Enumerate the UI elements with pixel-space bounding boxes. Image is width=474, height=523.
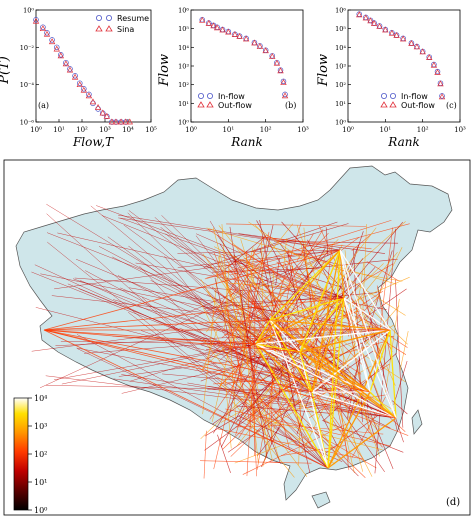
legend-c-outflow-label: Out-flow bbox=[401, 101, 435, 110]
panel-b-tag: (b) bbox=[285, 101, 296, 110]
panel-d: (d) 10⁰ 10¹ 10² 10³ 10⁴ bbox=[4, 160, 470, 515]
panel-b-xtick-label: 10¹ bbox=[222, 126, 234, 134]
panel-c-ytick-label: 10⁵ bbox=[335, 25, 346, 33]
colorbar-tick-label: 10¹ bbox=[34, 478, 47, 487]
panel-d-tag: (d) bbox=[446, 497, 460, 508]
panel-b-ytick-label: 10⁵ bbox=[178, 25, 189, 33]
panel-c-xtick-label: 10⁰ bbox=[342, 126, 354, 134]
panel-b: Flow Rank (b) 10⁰ 10¹ 10² 10³ 10⁰ 10¹ 10² 10³ 10… bbox=[157, 7, 309, 150]
colorbar-tick-label: 10⁴ bbox=[34, 394, 47, 403]
panel-c-ytick-label: 10¹ bbox=[335, 100, 346, 108]
panel-a-ylabel: P(T) bbox=[0, 56, 12, 85]
panel-b-xtick-label: 10² bbox=[260, 126, 272, 134]
panel-a-xtick-label: 10¹ bbox=[53, 126, 65, 134]
legend-c-inflow-label: In-flow bbox=[401, 92, 428, 101]
panel-a-ytick-label: 10⁰ bbox=[23, 7, 34, 15]
panel-a-tag: (a) bbox=[38, 101, 49, 110]
panel-c-xlabel: Rank bbox=[387, 135, 419, 149]
panel-b-ytick-label: 10⁴ bbox=[178, 44, 189, 52]
colorbar-tick-label: 10² bbox=[34, 450, 47, 459]
panel-a-xtick-label: 10⁰ bbox=[30, 126, 42, 134]
panel-a-ytick-label: 10⁻⁴ bbox=[20, 81, 35, 89]
panel-a-xtick-label: 10³ bbox=[99, 126, 111, 134]
panel-a-ytick-label: 10⁻⁶ bbox=[20, 119, 35, 127]
legend-resume-label: Resume bbox=[117, 14, 149, 23]
panel-b-xtick-label: 10³ bbox=[297, 126, 309, 134]
panel-b-ylabel: Flow bbox=[157, 54, 172, 87]
panel-c-ytick-label: 10³ bbox=[335, 63, 346, 71]
panel-b-xlabel: Rank bbox=[230, 135, 262, 149]
legend-outflow-label: Out-flow bbox=[218, 101, 252, 110]
colorbar-gradient bbox=[14, 398, 28, 510]
colorbar-tick-label: 10³ bbox=[34, 422, 47, 431]
panel-a-xtick-label: 10² bbox=[76, 126, 88, 134]
panel-c-xtick-label: 10¹ bbox=[379, 126, 391, 134]
panel-b-xtick-label: 10⁰ bbox=[185, 126, 197, 134]
panel-c-tag: (c) bbox=[446, 101, 457, 110]
panel-b-ytick-label: 10³ bbox=[178, 63, 189, 71]
panel-c-ytick-label: 10⁶ bbox=[335, 7, 346, 15]
legend-sina-label: Sina bbox=[117, 25, 134, 34]
panel-b-ytick-label: 10⁶ bbox=[178, 7, 189, 15]
panel-b-ytick-label: 10² bbox=[178, 81, 189, 89]
panel-c-ytick-label: 10² bbox=[335, 81, 346, 89]
panel-a-xlabel: Flow,T bbox=[72, 135, 114, 149]
panel-c-ytick-label: 10⁴ bbox=[335, 44, 346, 52]
panel-b-ytick-label: 10¹ bbox=[178, 100, 189, 108]
panel-a-xtick-label: 10⁴ bbox=[122, 126, 134, 134]
panel-c-ylabel: Flow bbox=[316, 54, 331, 87]
panel-b-ytick-label: 10⁰ bbox=[178, 119, 189, 127]
panel-c-ytick-label: 10⁰ bbox=[335, 119, 346, 127]
legend-inflow-label: In-flow bbox=[218, 92, 245, 101]
colorbar-tick-label: 10⁰ bbox=[34, 506, 47, 515]
panel-a-ytick-label: 10⁻² bbox=[20, 44, 35, 52]
panel-c-xtick-label: 10² bbox=[417, 126, 429, 134]
panel-a-xtick-label: 10⁵ bbox=[145, 126, 157, 134]
panel-c: Flow Rank (c) 10⁰ 10¹ 10² 10³ 10⁰ 10¹ 10² 10³ 10… bbox=[316, 7, 466, 150]
panel-c-xtick-label: 10³ bbox=[454, 126, 466, 134]
